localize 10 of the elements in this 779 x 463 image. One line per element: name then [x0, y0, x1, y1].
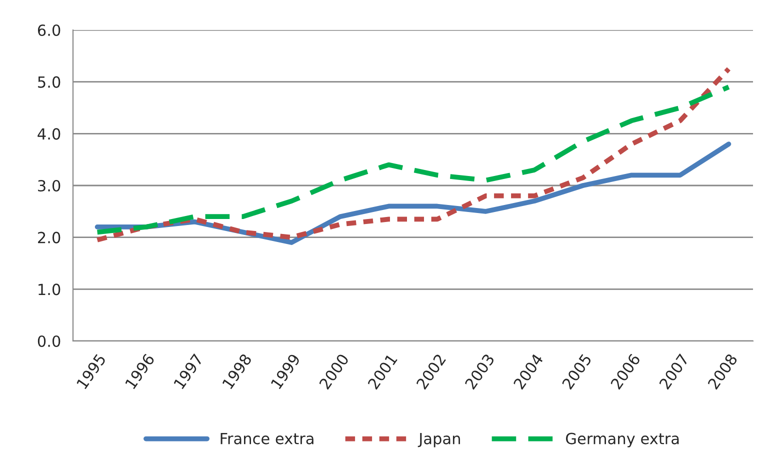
y-tick-label: 6.0: [38, 24, 60, 36]
y-tick-label: 4.0: [38, 128, 60, 140]
y-tick-label: 0.0: [38, 335, 60, 348]
y-tick-label: 1.0: [38, 284, 60, 296]
y-tick-label: 3.0: [38, 180, 60, 192]
legend-label: France extra: [220, 432, 314, 444]
y-tick-label: 2.0: [38, 232, 60, 244]
y-tick-label: 5.0: [38, 76, 60, 88]
legend-label: Japan: [418, 432, 460, 448]
legend-label: Germany extra: [566, 432, 679, 448]
